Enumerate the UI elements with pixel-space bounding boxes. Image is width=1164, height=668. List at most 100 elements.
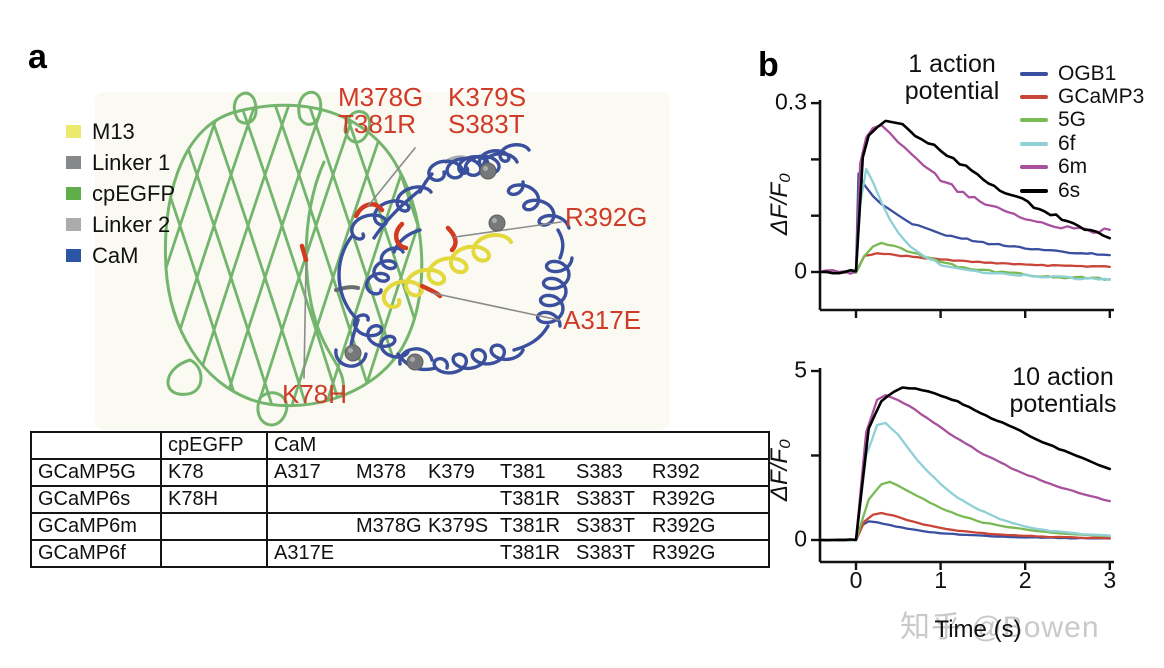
- structure-legend-item-cam: CaM: [66, 240, 175, 271]
- legend-line-swatch: [1020, 95, 1048, 100]
- legend-line-swatch: [1020, 71, 1048, 76]
- trace-6s: [818, 386, 1112, 542]
- chart2-title: 10 action potentials: [1009, 363, 1117, 418]
- legend-label: OGB1: [1058, 61, 1117, 85]
- table-cam-value: [428, 488, 500, 511]
- table-cam-value: [356, 488, 428, 511]
- trace-5g: [818, 241, 1111, 281]
- chart-legend-item-5g: 5G: [1020, 108, 1144, 132]
- trace-5g: [818, 480, 1111, 542]
- mutation-label-m378g-t381r: M378G T381R: [338, 82, 424, 139]
- table-cam-value: T381R: [500, 488, 561, 510]
- table-cam-value: S383T: [576, 488, 635, 510]
- table-cam-value: A317E: [274, 542, 335, 564]
- x-tick-label: 3: [1103, 567, 1117, 593]
- mutation-table: cpEGFP CaM GCaMP5G K78 A317 M378 K379 T381 S383 R…: [30, 431, 770, 568]
- trace-6m: [818, 393, 1111, 542]
- legend-label: 6m: [1058, 155, 1088, 179]
- legend-label: cpEGFP: [92, 180, 176, 206]
- y-tick-label: 0.3: [775, 88, 807, 115]
- panel-b-label: b: [758, 46, 779, 84]
- legend-label: 6s: [1058, 178, 1081, 202]
- table-cam-value: T381: [500, 461, 546, 483]
- table-cam-value: M378G: [356, 515, 422, 537]
- trace-6f: [818, 167, 1111, 282]
- table-cam-value: M378: [356, 461, 407, 483]
- legend-line-swatch: [1020, 165, 1048, 170]
- chart-legend: OGB1 GCaMP3 5G 6f 6m 6s: [1020, 62, 1144, 202]
- table-cpegfp-value: K78H: [160, 485, 268, 514]
- y-tick-label: 0: [794, 257, 807, 284]
- table-row-gcamp6s: GCaMP6s K78H T381R S383T R392G: [30, 485, 770, 514]
- y-tick-label: 5: [794, 356, 807, 383]
- table-row-gcamp6m: GCaMP6m M378G K379S T381R S383T R392G: [30, 512, 770, 541]
- legend-label: Linker 2: [92, 211, 171, 237]
- watermark: 知乎 @Bowen: [900, 611, 1100, 644]
- table-cam-value: [428, 542, 500, 565]
- x-tick-label: 0: [849, 567, 863, 593]
- legend-label: Linker 1: [92, 149, 171, 175]
- structure-legend-item-m13: M13: [66, 116, 175, 147]
- table-cam-value: [356, 542, 428, 565]
- legend-color-swatch: [66, 125, 81, 138]
- x-tick-label: 2: [1018, 567, 1032, 593]
- table-row-gcamp6f: GCaMP6f A317E T381R S383T R392G: [30, 539, 770, 568]
- legend-line-swatch: [1020, 118, 1048, 123]
- table-cam-value: [356, 434, 428, 457]
- table-variant-name: GCaMP6s: [30, 485, 162, 514]
- mutation-label-k78h: K78H: [282, 379, 348, 409]
- legend-label: GCaMP3: [1058, 85, 1145, 109]
- trace-gcamp3: [818, 252, 1111, 274]
- mutation-label-a317e: A317E: [563, 305, 642, 335]
- table-cam-value: [428, 434, 500, 457]
- chart1-y-axis-label: ΔF/F₀: [766, 172, 793, 236]
- calcium-ion-sphere: [406, 353, 424, 371]
- table-cam-value: T381R: [500, 515, 561, 537]
- legend-label: CaM: [92, 242, 139, 268]
- table-cam-value: T381R: [500, 542, 561, 564]
- chart2-y-axis-label: ΔF/F₀: [766, 438, 793, 502]
- trace-6m: [818, 124, 1111, 275]
- calcium-ion-sphere: [344, 344, 362, 362]
- table-cpegfp-value: K78: [160, 458, 268, 487]
- chart-legend-item-6m: 6m: [1020, 155, 1144, 179]
- table-cpegfp-value: [160, 512, 268, 541]
- table-variant-name: GCaMP6m: [30, 512, 162, 541]
- table-cam-value: R392G: [652, 542, 716, 564]
- table-cam-value: R392: [652, 461, 700, 483]
- table-row-gcamp5g: GCaMP5G K78 A317 M378 K379 T381 S383 R392: [30, 458, 770, 487]
- structure-legend: M13 Linker 1 cpEGFP Linker 2 CaM: [66, 116, 175, 271]
- table-cam-value: R392G: [652, 488, 716, 510]
- table-variant-name: GCaMP6f: [30, 539, 162, 568]
- table-cam-value: S383T: [576, 515, 635, 537]
- panel-a-label: a: [28, 38, 47, 76]
- calcium-ion-sphere: [492, 218, 497, 223]
- chart-legend-item-ogb1: OGB1: [1020, 62, 1144, 85]
- table-cam-value: A317: [274, 461, 321, 483]
- chart-legend-item-6f: 6f: [1020, 132, 1144, 155]
- table-cam-value: CaM: [274, 434, 317, 456]
- table-cam-value: R392G: [652, 515, 716, 537]
- table-cam-value: S383: [576, 461, 623, 483]
- table-header-cell: cpEGFP: [160, 431, 268, 460]
- legend-color-swatch: [66, 249, 81, 262]
- structure-legend-item-cpegfp: cpEGFP: [66, 178, 175, 209]
- calcium-ion-sphere: [488, 214, 506, 232]
- trace-gcamp3: [818, 511, 1111, 542]
- table-cpegfp-value: [160, 539, 268, 568]
- legend-line-swatch: [1020, 188, 1048, 193]
- calcium-ion-sphere: [479, 162, 497, 180]
- legend-line-swatch: [1020, 141, 1048, 146]
- calcium-ion-sphere: [348, 348, 353, 353]
- table-cam-value: [652, 434, 722, 457]
- gcamp-mutation-table: cpEGFP CaM GCaMP5G K78 A317 M378 K379 T381 S383 R…: [30, 431, 770, 568]
- mutation-label-r392g: R392G: [565, 202, 648, 232]
- x-tick-label: 1: [934, 567, 947, 593]
- table-cam-value: K379S: [428, 515, 489, 537]
- legend-color-swatch: [66, 156, 81, 169]
- structure-legend-item-linker-1: Linker 1: [66, 147, 175, 178]
- legend-label: M13: [92, 118, 135, 144]
- chart1-title: 1 action potential: [904, 50, 1000, 105]
- trace-ogb1: [818, 172, 1111, 274]
